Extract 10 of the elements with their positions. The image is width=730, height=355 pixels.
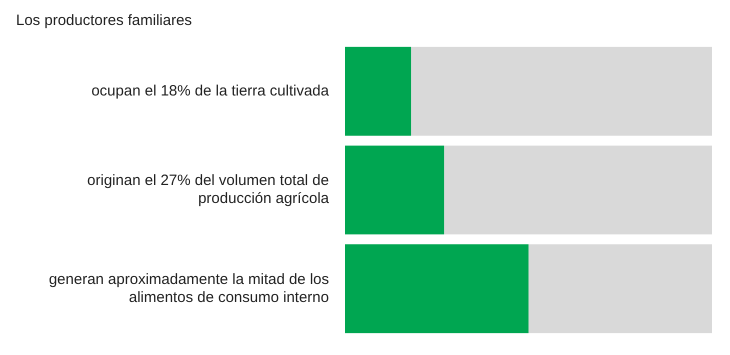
y-tick-label: originan el 27% del volumen total de producción agrícola [87, 172, 330, 208]
bar [345, 146, 444, 234]
bar [411, 46, 712, 136]
bar [345, 244, 528, 334]
bar [345, 46, 412, 136]
text: Los productores familiares [16, 12, 192, 30]
bar [444, 146, 712, 234]
bar [528, 244, 712, 334]
y-tick-label: ocupan el 18% de la tierra cultivada [91, 82, 330, 100]
y-tick-label: generan aproximadamente la mitad de los alimentos de consumo interno [48, 270, 329, 306]
